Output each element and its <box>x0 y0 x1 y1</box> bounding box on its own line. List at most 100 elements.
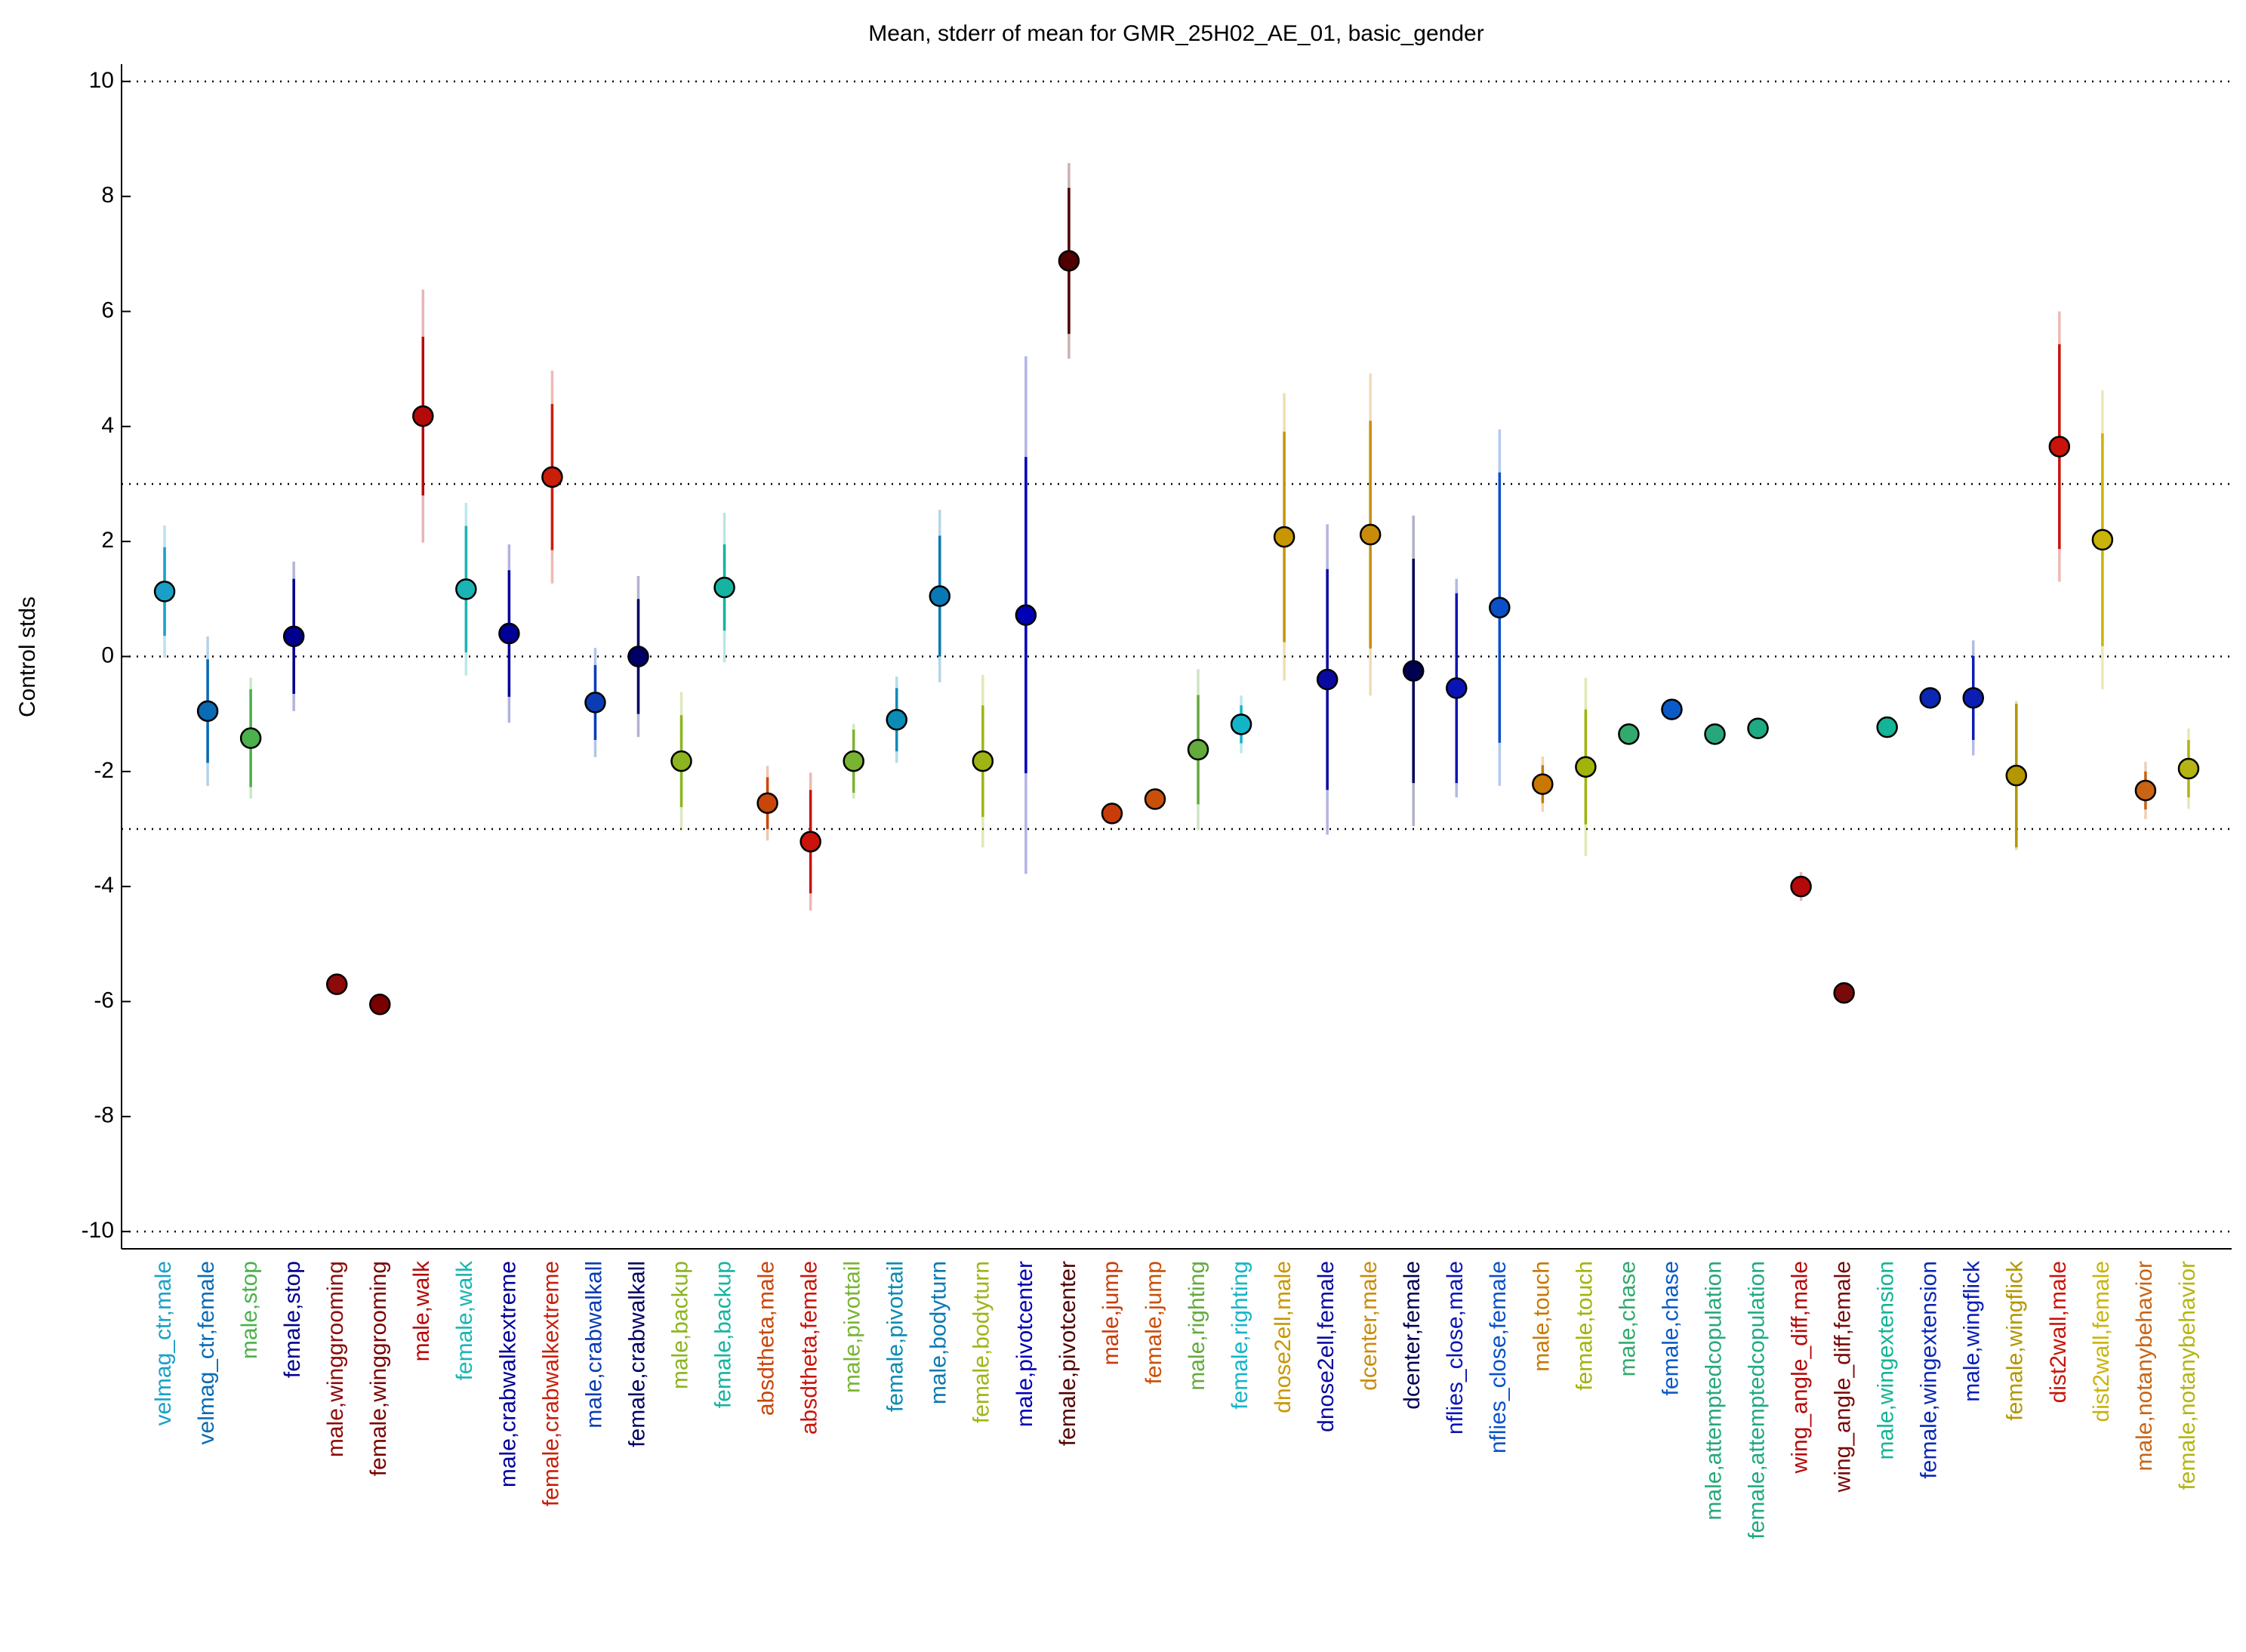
x-tick-label: male,walk <box>409 1260 434 1361</box>
y-tick-label: -6 <box>94 988 114 1012</box>
mean-marker <box>1962 687 1985 709</box>
y-axis-label: Control stds <box>15 596 40 717</box>
x-tick-label: male,pivotcenter <box>1012 1261 1037 1427</box>
x-tick-label: female,bodyturn <box>969 1261 994 1423</box>
mean-marker <box>1661 698 1683 720</box>
x-tick-label: velmag_ctr,female <box>194 1261 219 1444</box>
x-tick-label: female,notanybehavior <box>2175 1261 2200 1490</box>
mean-marker <box>1144 788 1166 810</box>
x-tick-label: female,walk <box>452 1260 477 1380</box>
mean-marker <box>1015 604 1037 626</box>
x-tick-label: female,attemptedcopulation <box>1744 1261 1769 1540</box>
x-tick-label: female,wingflick <box>2003 1260 2028 1421</box>
mean-marker <box>1446 677 1468 699</box>
x-tick-label: dnose2ell,male <box>1271 1261 1296 1413</box>
mean-marker <box>2134 779 2157 802</box>
x-tick-label: dcenter,female <box>1400 1261 1425 1410</box>
mean-marker <box>368 994 391 1016</box>
x-tick-label: dist2wall,male <box>2046 1261 2071 1403</box>
mean-marker <box>153 581 176 603</box>
mean-marker <box>929 585 951 607</box>
mean-marker <box>843 750 864 772</box>
mean-marker <box>2048 436 2071 458</box>
mean-marker <box>325 973 348 995</box>
x-tick-label: wing_angle_diff,female <box>1831 1261 1856 1493</box>
y-tick-label: 4 <box>101 413 114 438</box>
mean-marker <box>1489 596 1511 619</box>
x-tick-label: female,winggrooming <box>366 1261 391 1476</box>
x-tick-label: male,crabwalkextreme <box>495 1261 520 1487</box>
x-tick-label: dnose2ell,female <box>1314 1261 1339 1432</box>
y-tick-label: -4 <box>94 873 114 898</box>
mean-marker <box>1747 717 1769 739</box>
mean-marker <box>1101 803 1123 824</box>
x-tick-label: dist2wall,female <box>2089 1261 2114 1422</box>
mean-marker <box>1618 723 1640 745</box>
mean-marker <box>972 750 994 772</box>
x-tick-label: male,wingextension <box>1874 1261 1899 1459</box>
mean-marker <box>627 646 649 667</box>
mean-marker <box>584 692 606 714</box>
x-tick-label: male,touch <box>1529 1261 1554 1372</box>
x-tick-label: nflies_close,male <box>1443 1261 1468 1435</box>
x-tick-label: male,attemptedcopulation <box>1701 1261 1726 1521</box>
mean-marker <box>756 792 778 814</box>
mean-marker <box>196 700 219 723</box>
x-tick-label: male,crabwalkall <box>581 1261 606 1429</box>
x-tick-label: male,chase <box>1615 1261 1640 1376</box>
mean-marker <box>1876 716 1898 738</box>
mean-marker <box>800 831 821 853</box>
mean-marker <box>1273 525 1296 548</box>
x-tick-label: male,jump <box>1098 1261 1123 1365</box>
mean-marker <box>1230 714 1252 735</box>
x-tick-label: absdtheta,female <box>797 1261 822 1435</box>
x-tick-label: wing_angle_diff,male <box>1788 1261 1813 1474</box>
mean-marker <box>1575 756 1597 778</box>
chart-title: Mean, stderr of mean for GMR_25H02_AE_01… <box>868 21 1483 46</box>
mean-marker <box>1058 250 1080 272</box>
mean-marker <box>1532 773 1554 795</box>
mean-marker <box>886 709 907 731</box>
mean-marker <box>713 576 735 599</box>
mean-marker <box>1919 687 1941 709</box>
x-tick-label: absdtheta,male <box>754 1261 779 1416</box>
x-tick-label: female,backup <box>710 1261 735 1408</box>
mean-marker <box>282 625 305 648</box>
x-tick-label: female,pivotcenter <box>1055 1261 1080 1446</box>
mean-marker <box>1402 660 1425 682</box>
y-tick-label: 8 <box>101 183 114 208</box>
mean-marker <box>1704 723 1726 745</box>
mean-marker <box>541 466 563 489</box>
x-tick-label: female,touch <box>1572 1261 1597 1391</box>
mean-marker <box>1790 875 1812 898</box>
x-tick-label: male,backup <box>667 1261 692 1389</box>
x-tick-label: nflies_close,female <box>1486 1261 1511 1453</box>
x-tick-label: male,winggrooming <box>323 1261 348 1457</box>
y-tick-label: -2 <box>94 758 114 783</box>
x-tick-label: female,wingextension <box>1917 1261 1942 1479</box>
x-tick-label: female,pivottail <box>883 1261 908 1412</box>
y-tick-label: -10 <box>82 1218 114 1243</box>
x-tick-label: female,jump <box>1141 1261 1166 1384</box>
mean-marker <box>1359 523 1382 546</box>
mean-marker <box>1187 738 1209 761</box>
x-tick-label: male,pivottail <box>840 1261 865 1393</box>
x-tick-label: male,wingflick <box>1960 1260 1985 1402</box>
mean-marker <box>2091 529 2114 551</box>
mean-marker <box>412 405 434 427</box>
mean-marker <box>2177 757 2200 780</box>
x-tick-label: female,crabwalkall <box>624 1261 649 1447</box>
x-tick-label: male,righting <box>1185 1261 1209 1391</box>
y-tick-label: 10 <box>89 68 114 93</box>
mean-marker <box>670 750 692 772</box>
mean-marker <box>1833 982 1855 1004</box>
y-tick-label: 0 <box>101 643 114 667</box>
mean-marker <box>239 727 262 749</box>
y-tick-label: 2 <box>101 528 114 553</box>
x-tick-label: dcenter,male <box>1357 1261 1382 1391</box>
x-tick-label: female,stop <box>280 1261 305 1378</box>
x-tick-label: female,chase <box>1658 1261 1683 1395</box>
x-tick-label: male,notanybehavior <box>2132 1261 2157 1472</box>
